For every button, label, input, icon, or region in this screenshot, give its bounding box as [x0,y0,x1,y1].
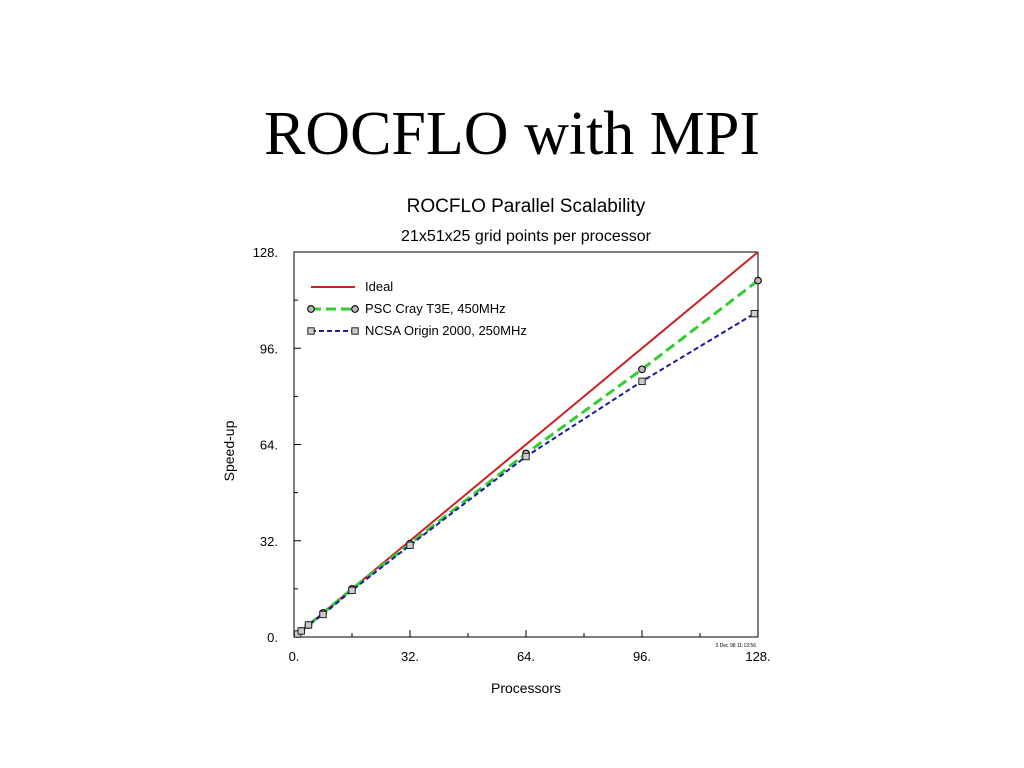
legend-label: Ideal [365,279,393,294]
chart-subtitle: 21x51x25 grid points per processor [401,228,652,245]
legend-marker-square [307,327,315,335]
x-tick-label: 128. [745,649,770,664]
x-tick-label: 32. [401,649,419,664]
origin-point [297,627,305,635]
series-line-2 [296,312,755,635]
x-tick-label: 96. [633,649,651,664]
cray-point [638,365,646,374]
legend-label: PSC Cray T3E, 450MHz [365,301,506,316]
x-tick-label: 64. [517,649,535,664]
cray-point [754,276,762,285]
origin-point [750,309,759,318]
x-axis-label: Processors [491,680,561,696]
series-line-0 [293,251,759,638]
chart-title: ROCFLO Parallel Scalability [407,196,646,217]
legend-label: NCSA Origin 2000, 250MHz [365,323,527,338]
origin-point [304,621,313,629]
x-tick-label: 0. [289,649,300,664]
slide-title: ROCFLO with MPI [263,100,761,168]
origin-point [406,541,414,549]
origin-point [319,610,327,619]
y-tick-label: 128. [253,245,278,260]
legend-marker-circle [351,305,359,313]
plot-timestamp: 3 Dec 98 11:13:56 [716,643,757,649]
series-layer [293,251,762,638]
y-tick-label: 96. [260,341,278,356]
plot-axes: 0. 32. 64. 96. 128. 0. 32. 64. 96. 128. [253,245,771,664]
origin-point [348,586,356,595]
legend: Ideal PSC Cray T3E, 450MHz NCSA Origin 200… [307,279,527,338]
y-axis-label: Speed-up [221,420,237,481]
y-tick-label: 64. [260,438,278,453]
legend-marker-square [351,327,359,335]
y-tick-label: 0. [267,630,278,645]
origin-point [638,377,646,386]
origin-point [522,452,530,461]
legend-marker-circle [307,305,315,313]
y-tick-label: 32. [260,534,278,549]
scalability-chart: ROCFLO Parallel Scalability 21x51x25 gri… [221,196,771,696]
